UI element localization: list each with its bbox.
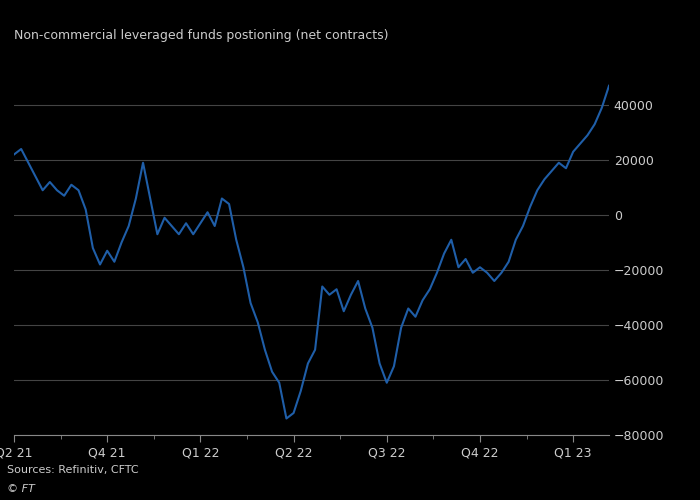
Text: Sources: Refinitiv, CFTC: Sources: Refinitiv, CFTC — [7, 464, 139, 474]
Text: © FT: © FT — [7, 484, 35, 494]
Text: Non-commercial leveraged funds postioning (net contracts): Non-commercial leveraged funds postionin… — [14, 29, 388, 42]
